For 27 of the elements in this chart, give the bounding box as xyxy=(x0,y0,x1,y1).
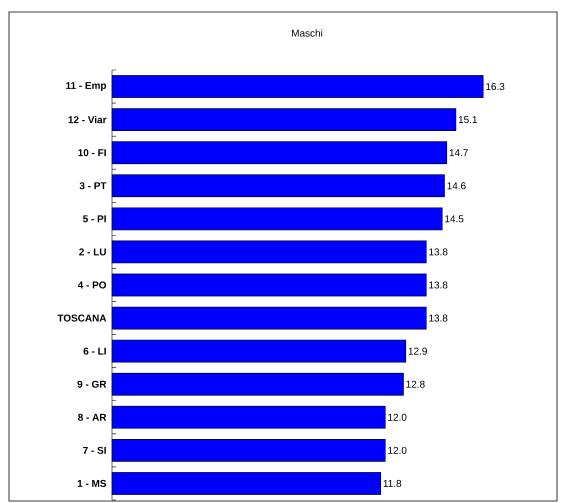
chart-title: Maschi xyxy=(292,29,322,37)
data-label: 13.8 xyxy=(429,281,448,289)
y-tick-label: 4 - PO xyxy=(78,281,106,289)
data-label: 16.3 xyxy=(486,83,504,90)
y-tick-label: 12 - Viar xyxy=(68,116,106,124)
data-label: 15.1 xyxy=(458,116,477,124)
data-label: 11.8 xyxy=(384,480,402,487)
data-label: 12.8 xyxy=(406,380,425,388)
data-label: 14.7 xyxy=(450,149,468,156)
data-label: 13.8 xyxy=(429,314,448,322)
y-tick-label: 2 - LU xyxy=(79,248,106,256)
y-tick-label: 1 - MS xyxy=(78,480,106,487)
data-label: 14.5 xyxy=(445,215,464,222)
y-tick-label: 5 - PI xyxy=(83,215,106,222)
y-tick-label: 11 - Emp xyxy=(66,82,106,91)
y-tick-label: 7 - SI xyxy=(83,446,106,454)
data-label: 14.6 xyxy=(447,182,466,190)
y-tick-label: 3 - PT xyxy=(80,182,106,190)
y-tick-label: 10 - FI xyxy=(78,149,106,156)
data-label: 12.9 xyxy=(408,348,427,355)
data-label: 13.8 xyxy=(429,248,448,256)
y-tick-label: 8 - AR xyxy=(78,414,106,421)
y-tick-label: TOSCANA xyxy=(58,314,106,322)
y-tick-label: 6 - LI xyxy=(84,348,106,355)
y-tick-label: 9 - GR xyxy=(78,380,106,388)
data-label: 12.0 xyxy=(388,446,406,454)
data-label: 12.0 xyxy=(388,414,406,421)
